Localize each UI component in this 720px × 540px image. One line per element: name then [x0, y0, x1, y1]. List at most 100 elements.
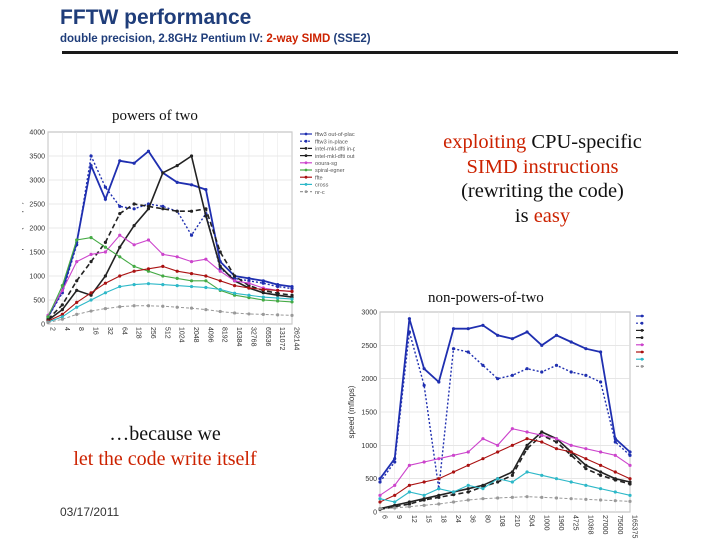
data-point: [175, 255, 179, 259]
data-point: [60, 284, 64, 288]
data-point: [598, 498, 603, 502]
data-point: [525, 367, 529, 371]
data-point: [189, 260, 194, 264]
data-point: [437, 477, 441, 481]
series-line-1-0: [47, 149, 293, 318]
data-point: [146, 149, 151, 153]
data-point: [146, 267, 151, 271]
data-point: [437, 487, 441, 491]
data-point: [189, 183, 194, 187]
data-point: [218, 250, 222, 254]
data-point: [232, 284, 237, 288]
data-point: [540, 433, 544, 437]
data-point: [103, 240, 108, 244]
data-point: [540, 495, 544, 499]
data-point: [481, 497, 485, 501]
data-point: [466, 487, 470, 491]
data-point: [393, 500, 397, 504]
data-point: [118, 255, 122, 259]
simd-callout: exploiting CPU-specific SIMD instruction…: [415, 130, 670, 228]
data-point: [247, 296, 251, 300]
data-point: [261, 291, 265, 295]
data-point: [89, 298, 93, 302]
data-point: [628, 453, 632, 457]
data-point: [510, 373, 514, 377]
data-point: [554, 363, 559, 367]
y-tick-label: 1000: [361, 443, 377, 450]
data-point: [613, 499, 617, 503]
data-point: [60, 308, 64, 312]
x-tick-label: 210: [513, 515, 520, 527]
data-point: [103, 281, 108, 285]
data-point: [554, 496, 559, 500]
data-point: [232, 291, 237, 295]
data-point: [422, 498, 426, 502]
x-tick-label: 256: [149, 327, 156, 339]
data-point: [175, 276, 179, 280]
data-point: [584, 497, 588, 501]
data-point: [218, 279, 222, 283]
x-tick-label: 108: [498, 515, 505, 527]
x-tick-label: 36: [469, 515, 476, 523]
data-point: [598, 473, 603, 477]
data-point: [103, 291, 108, 295]
data-point: [598, 470, 603, 474]
data-point: [598, 380, 603, 384]
data-point: [481, 437, 485, 441]
data-point: [89, 309, 93, 313]
data-point: [89, 293, 93, 297]
data-point: [89, 260, 93, 264]
data-point: [407, 463, 412, 467]
data-point: [613, 470, 617, 474]
data-point: [584, 463, 588, 467]
because-line-1: …because we: [109, 423, 221, 445]
x-tick-label: 2: [49, 327, 56, 331]
data-point: [407, 483, 412, 487]
data-point: [290, 300, 294, 304]
data-point: [628, 450, 632, 454]
y-tick-label: 1000: [29, 274, 45, 281]
data-point: [161, 304, 165, 308]
y-tick-label: 3000: [29, 178, 45, 185]
y-tick-label: 3500: [29, 154, 45, 161]
data-point: [261, 279, 265, 283]
legend-marker: [640, 350, 644, 354]
data-point: [437, 457, 441, 461]
x-tick-label: 65536: [264, 327, 271, 347]
data-point: [75, 305, 79, 309]
data-point: [554, 440, 559, 444]
data-point: [496, 480, 500, 484]
data-point: [584, 447, 588, 451]
data-point: [132, 269, 136, 273]
data-point: [613, 490, 617, 494]
legend-entry: ooura-sg: [315, 161, 337, 167]
data-point: [569, 453, 573, 457]
data-point: [584, 467, 588, 471]
callout-easy: easy: [533, 204, 571, 227]
x-tick-label: 32768: [249, 327, 256, 347]
data-point: [247, 276, 251, 280]
data-point: [75, 279, 79, 283]
data-point: [132, 264, 136, 268]
x-tick-label: 4096: [206, 327, 213, 343]
data-point: [232, 279, 237, 283]
caption-powers-of-two: powers of two: [112, 108, 198, 124]
data-point: [496, 450, 500, 454]
data-point: [204, 214, 208, 218]
data-point: [89, 252, 93, 256]
series-line-1-5: [47, 237, 293, 318]
x-tick-label: 262144: [293, 327, 300, 350]
x-tick-label: 32: [106, 327, 113, 335]
x-tick-label: 1024: [178, 327, 185, 343]
series-line-2-4: [379, 428, 631, 496]
data-point: [598, 450, 603, 454]
data-point: [204, 285, 208, 290]
x-tick-label: 6: [381, 515, 388, 519]
data-point: [540, 370, 544, 374]
data-point: [261, 295, 265, 299]
legend-entry: cross: [315, 183, 329, 189]
data-point: [407, 330, 412, 334]
data-point: [161, 207, 165, 211]
x-tick-label: 165375: [631, 515, 638, 538]
data-point: [146, 207, 151, 211]
